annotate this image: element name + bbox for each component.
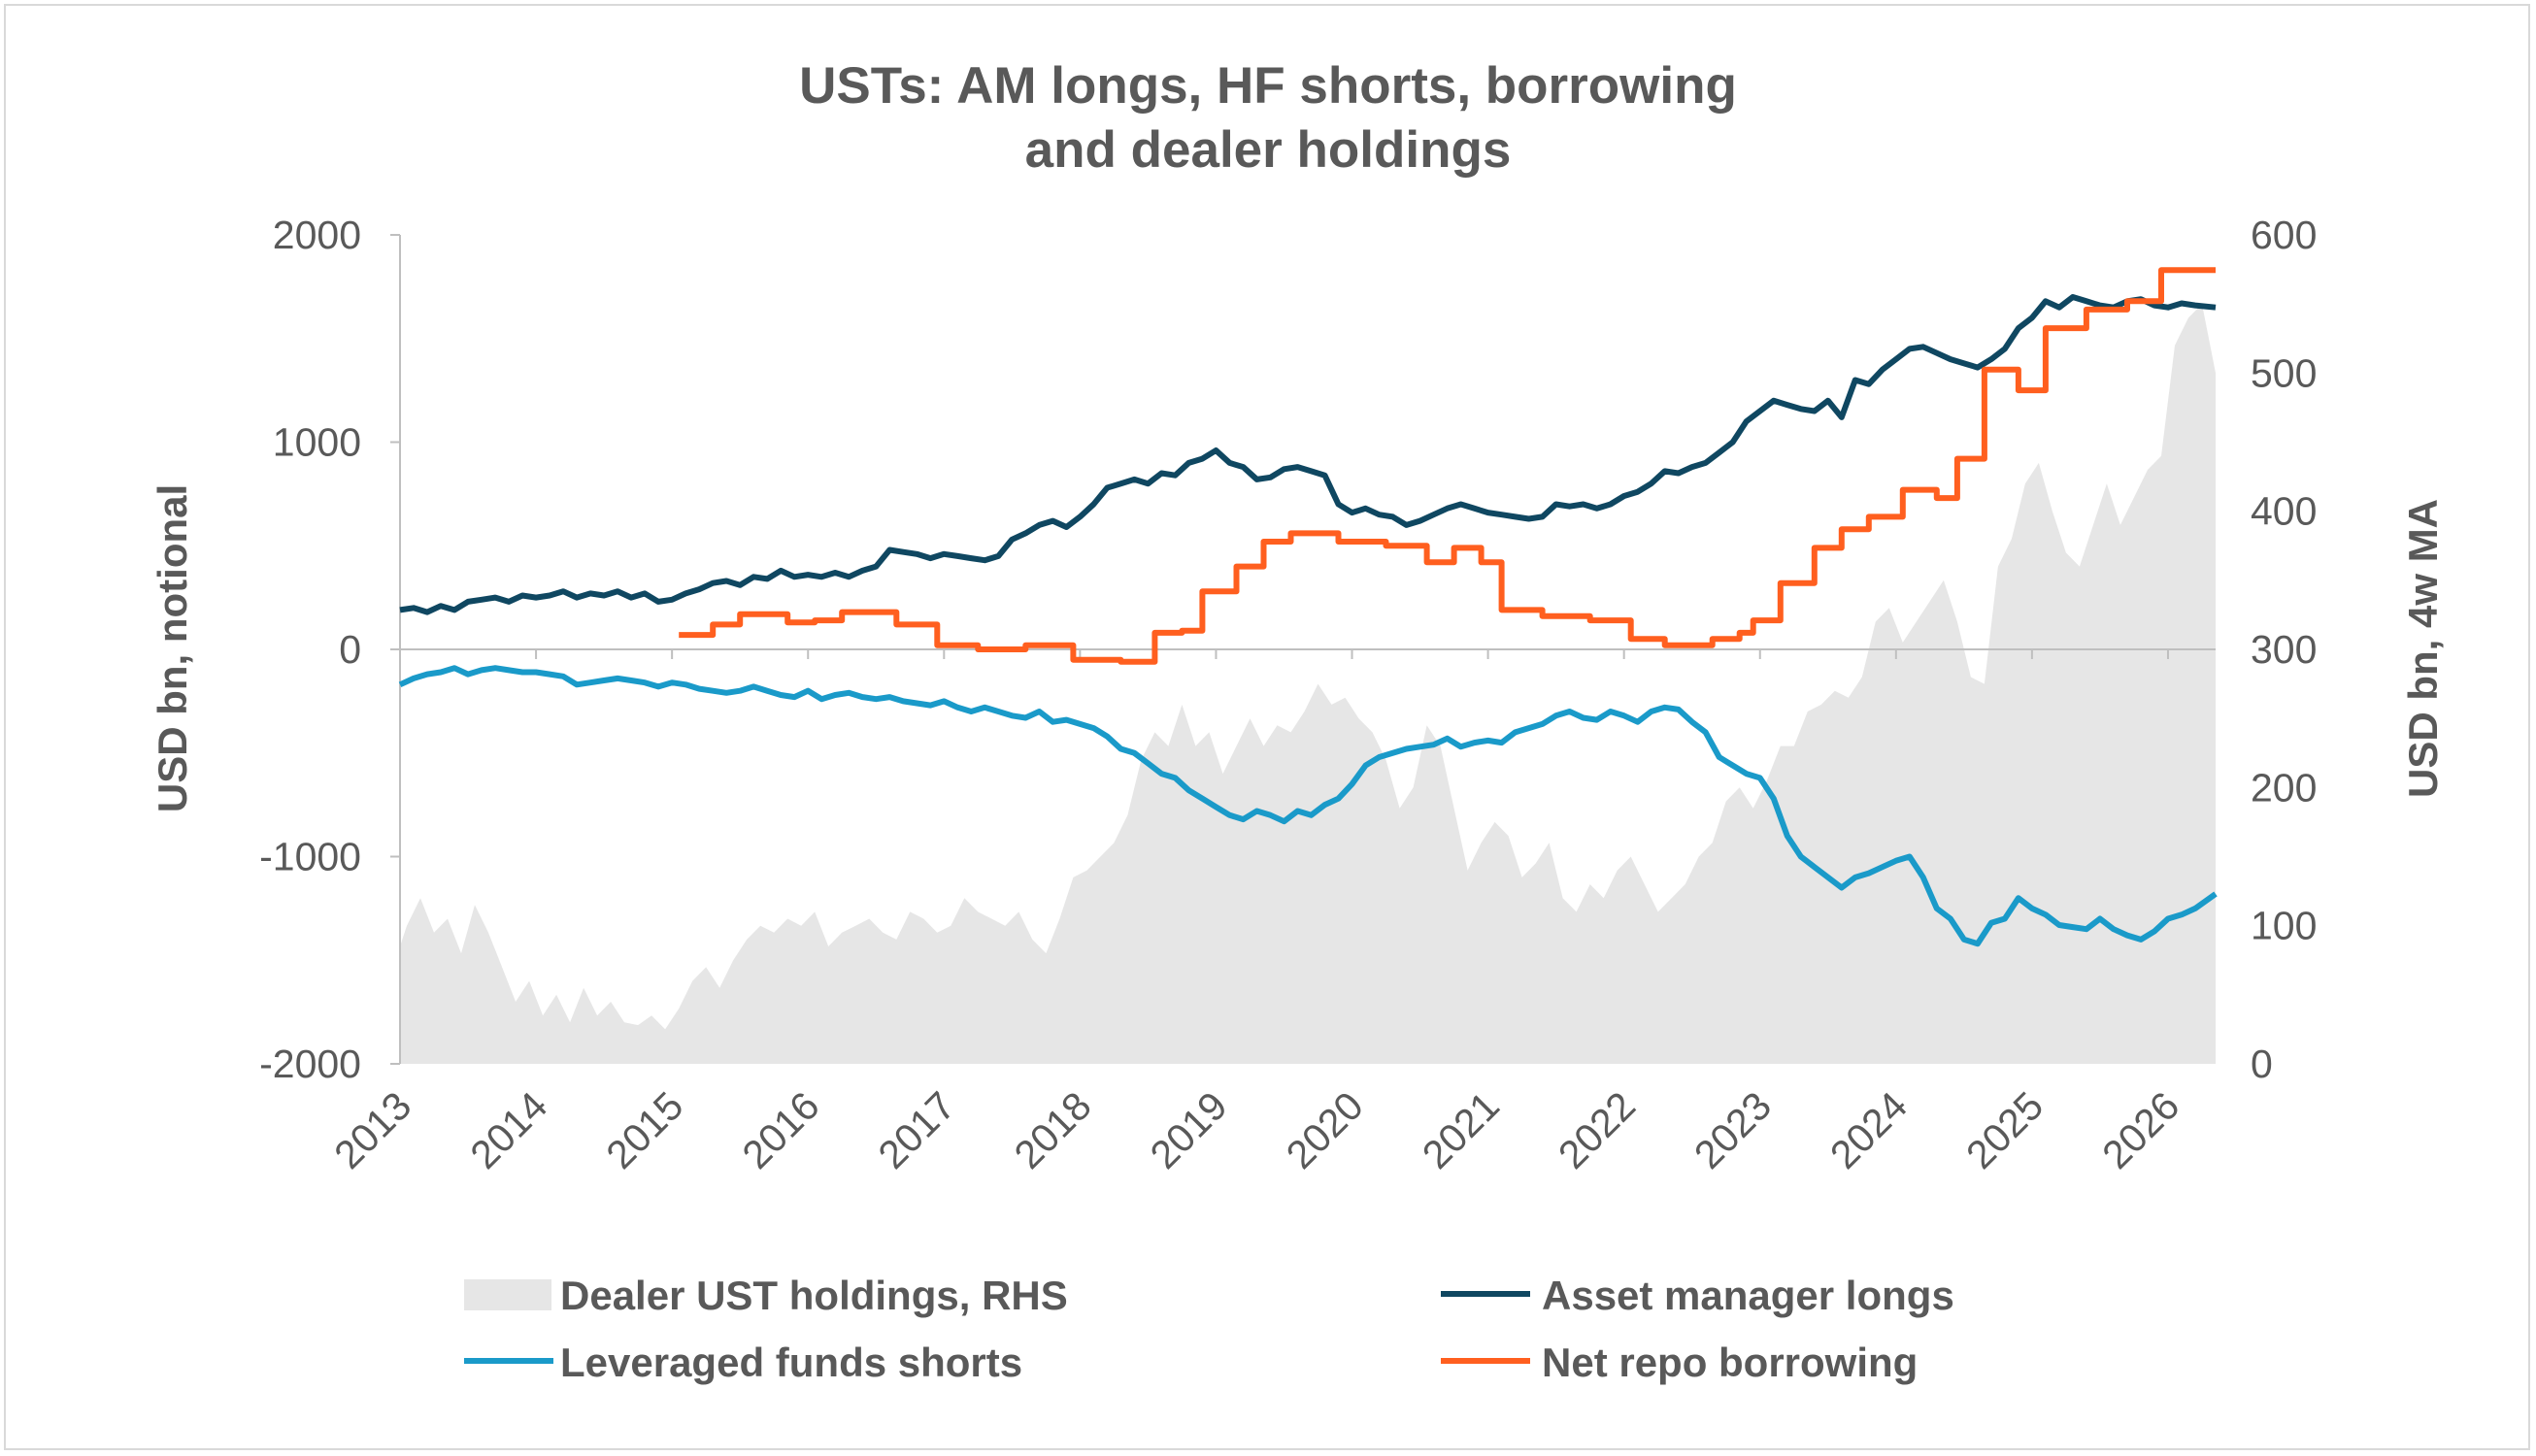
y-left-tick-label: -1000 — [259, 835, 361, 879]
x-tick-label: 2024 — [1821, 1083, 1916, 1177]
x-tick-label: 2019 — [1142, 1083, 1236, 1177]
legend-label-leveraged-funds: Leveraged funds shorts — [560, 1340, 1022, 1385]
y-right-tick-label: 500 — [2251, 350, 2317, 395]
legend-swatch-dealer — [464, 1279, 551, 1310]
axes-layer — [390, 234, 2216, 1065]
x-tick-label: 2015 — [597, 1083, 691, 1177]
x-tick-label: 2023 — [1685, 1083, 1780, 1177]
legend-label-asset-manager: Asset manager longs — [1542, 1273, 1954, 1318]
y-axis-right-title: USD bn, 4w MA — [2400, 499, 2446, 798]
y-right-tick-label: 600 — [2251, 213, 2317, 257]
x-tick-label: 2026 — [2093, 1083, 2187, 1177]
legend: Dealer UST holdings, RHS Asset manager l… — [464, 1273, 1954, 1385]
y-right-tick-label: 300 — [2251, 627, 2317, 672]
x-tick-label: 2021 — [1414, 1083, 1508, 1177]
y-right-tick-label: 200 — [2251, 765, 2317, 810]
series-line-net-repo-borrowing — [679, 267, 2216, 665]
lines-layer — [398, 267, 2218, 947]
x-tick-label: 2016 — [734, 1083, 828, 1177]
chart-frame — [4, 4, 2530, 1450]
x-tick-label: 2014 — [461, 1083, 555, 1177]
y-left-tick-label: 1000 — [273, 420, 361, 465]
y-right-tick-label: 100 — [2251, 904, 2317, 948]
x-tick-label: 2022 — [1550, 1083, 1644, 1177]
chart-title-line-1: USTs: AM longs, HF shorts, borrowing — [799, 57, 1737, 115]
series-line-asset-manager-longs — [399, 294, 2217, 615]
y-left-tick-label: -2000 — [259, 1042, 361, 1086]
x-tick-label: 2020 — [1278, 1083, 1372, 1177]
legend-label-dealer: Dealer UST holdings, RHS — [560, 1273, 1068, 1318]
x-tick-label: 2018 — [1006, 1083, 1100, 1177]
series-area-dealer-ust-holdings — [400, 304, 2216, 1064]
series-line-leveraged-funds-shorts — [398, 665, 2218, 947]
legend-label-net-repo: Net repo borrowing — [1542, 1340, 1918, 1385]
area-layer — [400, 304, 2216, 1064]
y-right-tick-label: 0 — [2251, 1042, 2273, 1086]
x-tick-label: 2017 — [870, 1083, 964, 1177]
y-left-tick-label: 0 — [339, 627, 361, 672]
y-left-tick-label: 2000 — [273, 213, 361, 257]
x-tick-label: 2025 — [1957, 1083, 2052, 1177]
x-tick-label: 2013 — [325, 1083, 419, 1177]
y-right-tick-label: 400 — [2251, 489, 2317, 534]
y-axis-left-title: USD bn, notional — [150, 484, 195, 812]
chart-title-line-2: and dealer holdings — [1024, 121, 1512, 179]
